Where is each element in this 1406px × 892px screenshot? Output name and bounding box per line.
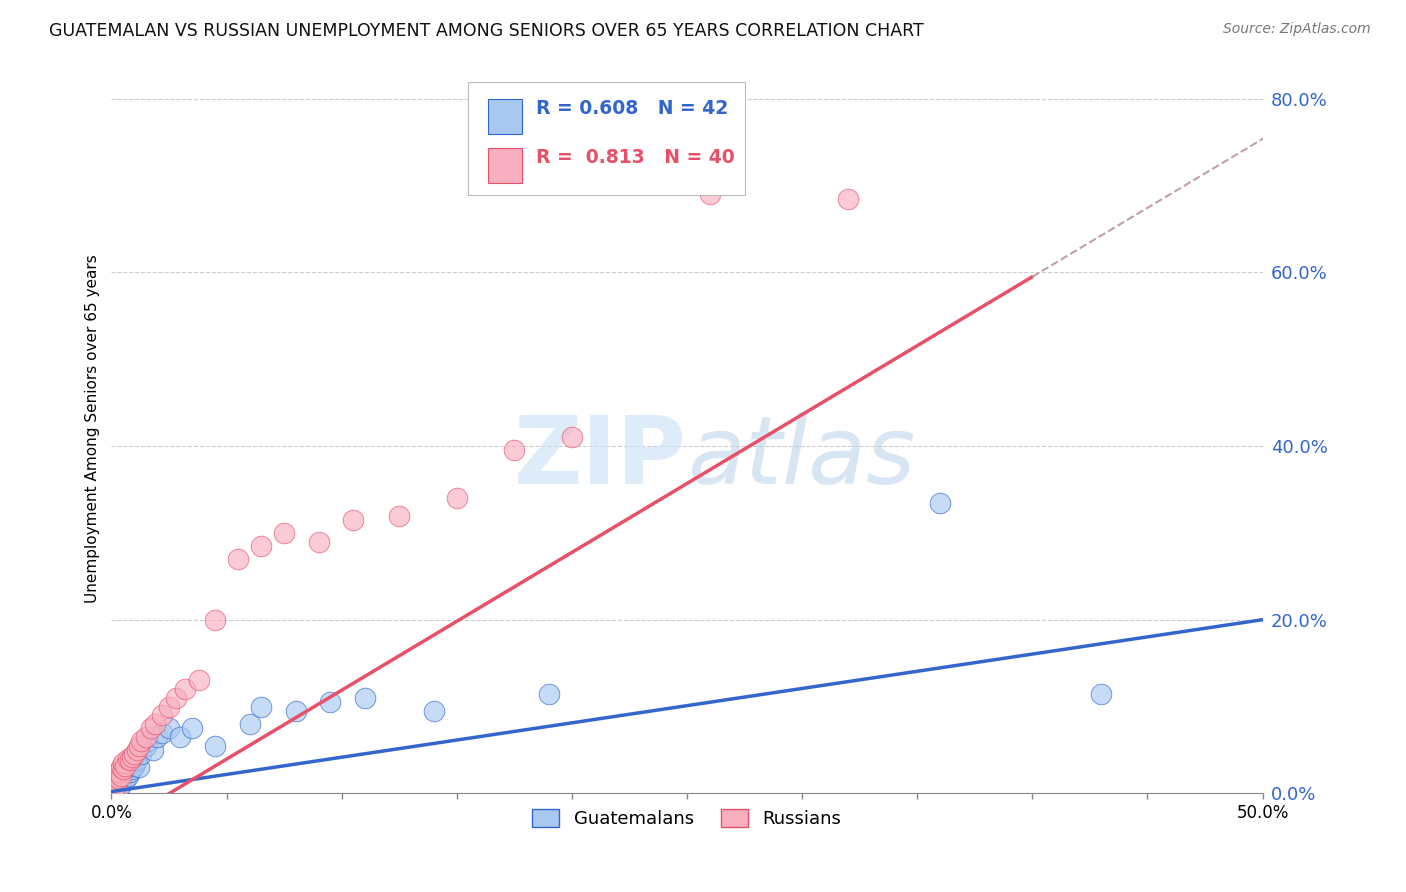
Point [107,781,129,796]
Point [181,721,204,735]
Point [103,773,125,788]
Point [699,187,721,202]
Point [139,721,162,735]
Point [124,747,146,762]
Point [105,771,128,785]
Point [174,682,197,697]
Point [308,534,330,549]
Point [446,491,468,505]
FancyBboxPatch shape [488,98,523,134]
Legend: Guatemalans, Russians: Guatemalans, Russians [526,802,849,836]
Point [537,686,560,700]
Point [110,769,132,783]
Point [135,730,157,744]
Point [157,721,180,735]
Point [284,704,307,718]
Point [125,743,148,757]
Point [135,739,157,753]
Point [250,539,273,553]
Point [103,776,125,790]
Point [111,756,134,770]
Point [150,708,173,723]
Point [111,764,134,779]
Point [388,508,411,523]
Point [353,690,375,705]
Point [114,773,136,788]
Point [250,699,273,714]
Point [128,760,150,774]
Point [131,747,153,762]
Point [238,717,260,731]
Point [103,769,125,783]
Point [114,760,136,774]
Point [117,756,139,770]
Point [204,739,226,753]
Point [117,751,139,765]
Point [273,525,295,540]
Point [837,192,859,206]
Point [105,767,128,781]
Text: ZIP: ZIP [515,412,688,504]
FancyBboxPatch shape [468,82,745,195]
Point [124,758,146,772]
Point [169,730,191,744]
Point [1090,686,1112,700]
Text: Source: ZipAtlas.com: Source: ZipAtlas.com [1223,22,1371,37]
Point [105,776,128,790]
Point [125,753,148,767]
Point [121,762,143,776]
Point [143,717,166,731]
Point [128,739,150,753]
Text: GUATEMALAN VS RUSSIAN UNEMPLOYMENT AMONG SENIORS OVER 65 YEARS CORRELATION CHART: GUATEMALAN VS RUSSIAN UNEMPLOYMENT AMONG… [49,22,924,40]
Point [105,780,128,794]
Point [103,782,125,797]
Point [107,769,129,783]
Point [114,758,136,772]
Point [105,780,128,794]
Point [146,730,169,744]
Point [107,771,129,785]
Text: atlas: atlas [688,412,915,503]
Point [342,513,364,527]
Point [561,430,583,444]
Point [110,760,132,774]
Point [103,782,125,797]
Point [103,778,125,792]
FancyBboxPatch shape [488,148,523,183]
Point [118,753,141,767]
Text: R =  0.813   N = 40: R = 0.813 N = 40 [536,148,735,168]
Point [131,734,153,748]
Point [187,673,209,688]
Point [117,769,139,783]
Point [204,613,226,627]
Point [157,699,180,714]
Point [142,743,165,757]
Y-axis label: Unemployment Among Seniors over 65 years: Unemployment Among Seniors over 65 years [86,254,100,603]
Point [150,725,173,739]
Point [422,704,444,718]
Point [503,443,526,458]
Point [110,778,132,792]
Point [118,764,141,779]
Point [110,767,132,781]
Point [165,690,187,705]
Point [107,772,129,787]
Point [107,764,129,779]
Point [929,495,952,509]
Text: R = 0.608   N = 42: R = 0.608 N = 42 [536,99,728,118]
Point [226,552,249,566]
Point [121,750,143,764]
Point [111,762,134,776]
Point [136,734,159,748]
Point [118,751,141,765]
Point [105,773,128,788]
Point [319,695,342,709]
Point [111,771,134,785]
